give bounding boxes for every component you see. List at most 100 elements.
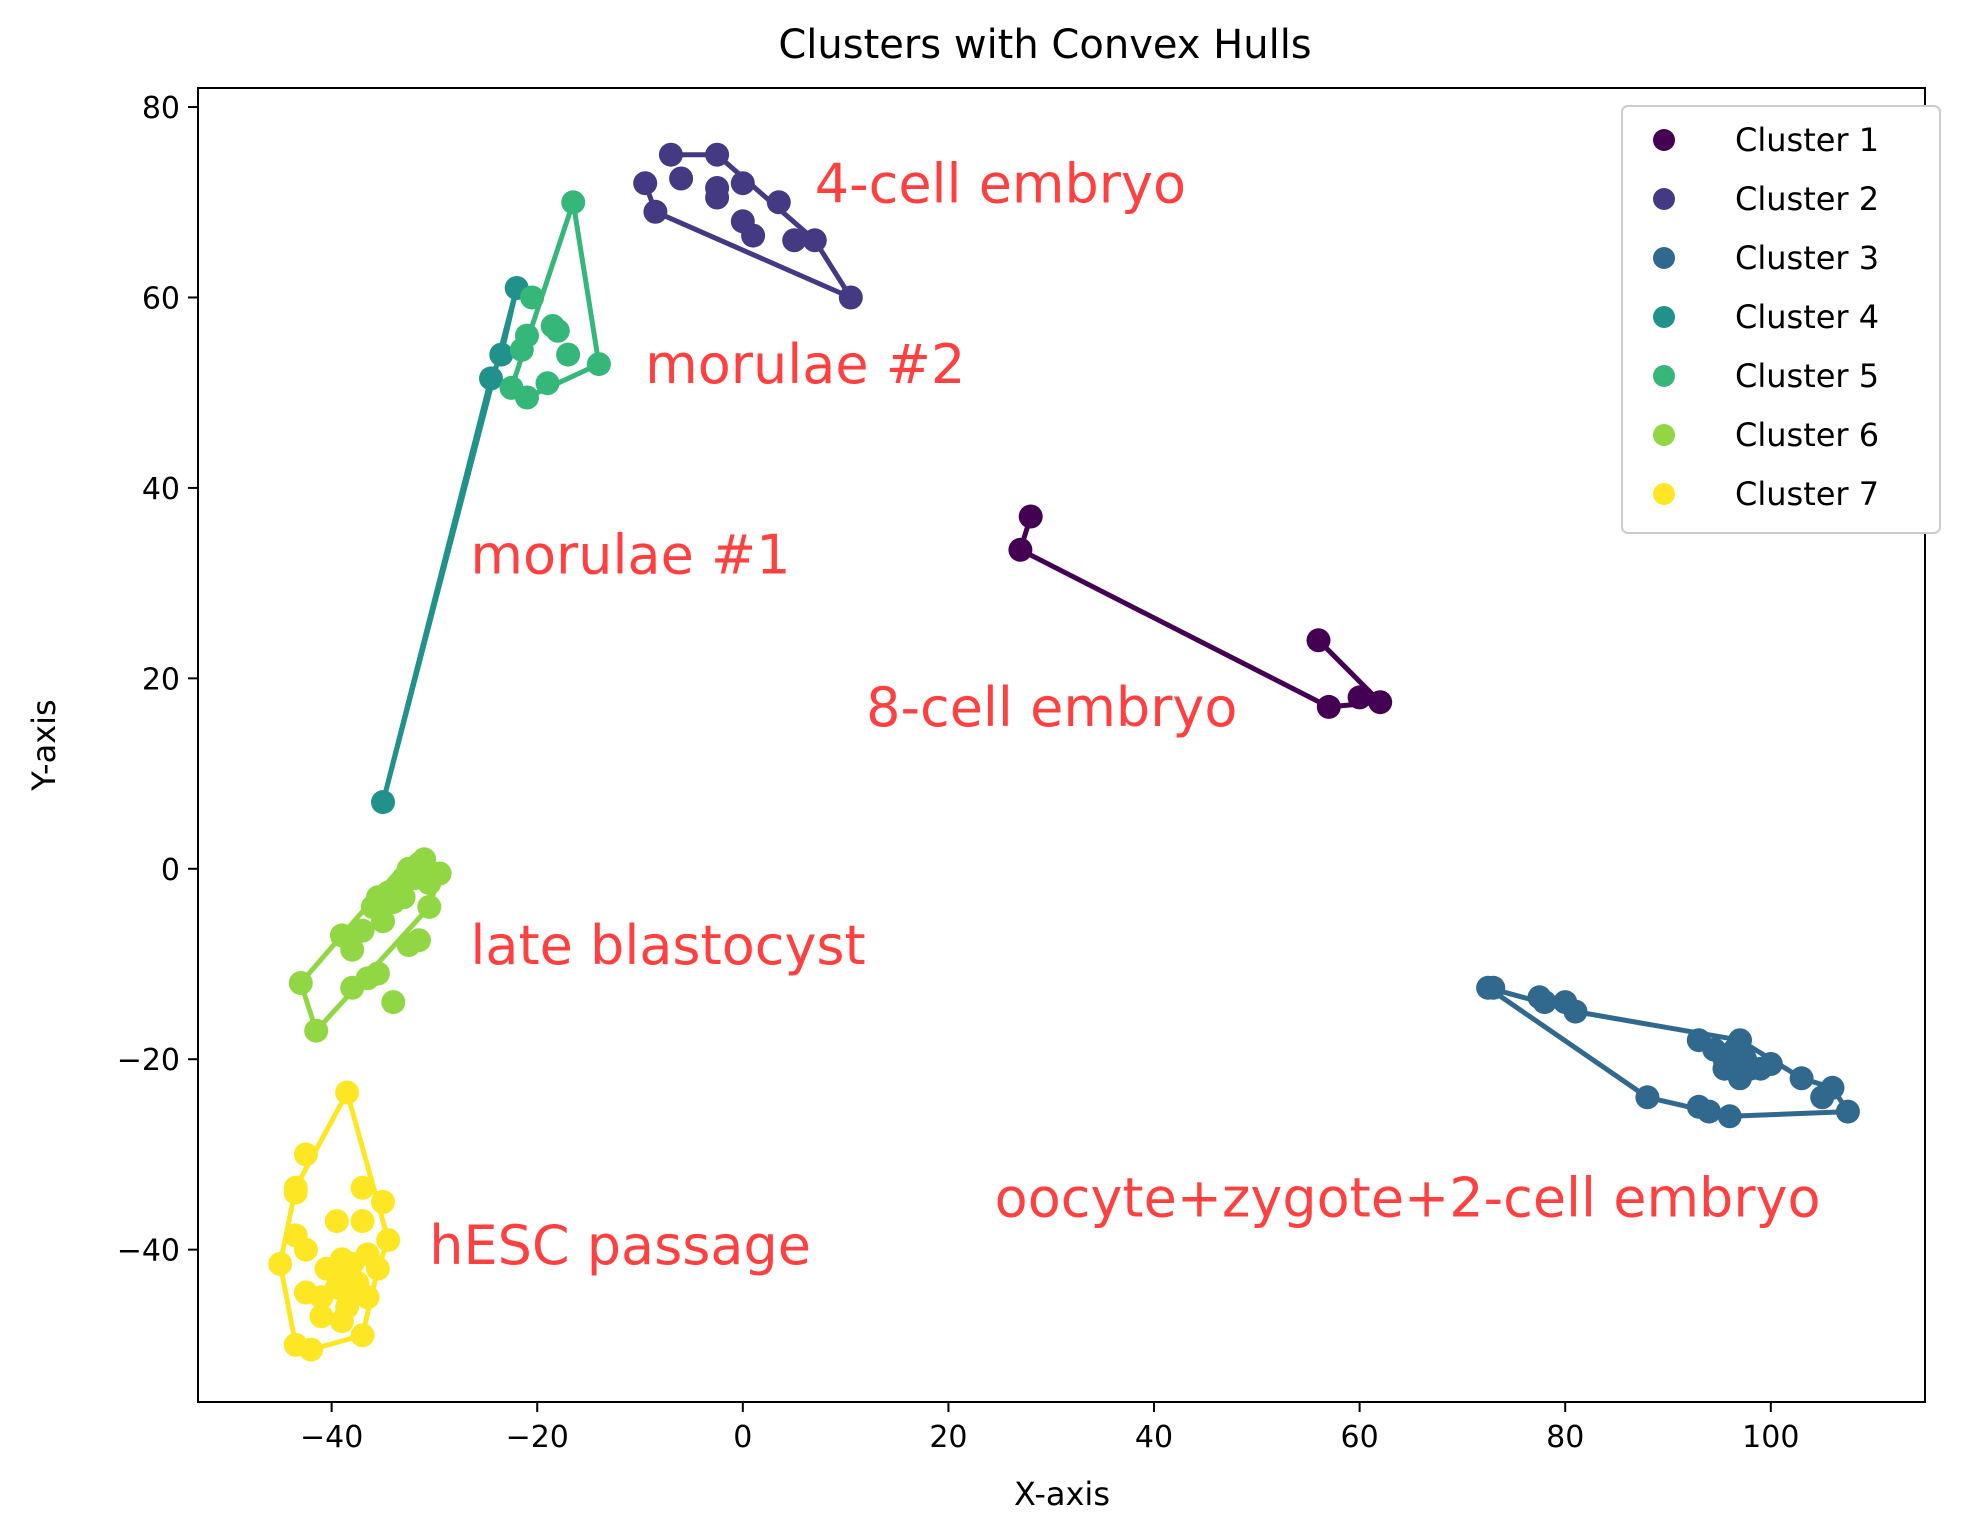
- data-point: [309, 1304, 334, 1329]
- legend-marker: [1653, 188, 1675, 210]
- annotation-label: hESC passage: [429, 1214, 811, 1277]
- data-point: [1008, 537, 1033, 562]
- data-point: [268, 1251, 293, 1276]
- data-point: [479, 366, 503, 391]
- data-point: [643, 199, 668, 224]
- data-point: [350, 1209, 375, 1234]
- data-point: [730, 171, 755, 196]
- legend-marker: [1653, 365, 1675, 387]
- y-axis-label: Y-axis: [25, 699, 63, 791]
- data-point: [396, 933, 421, 957]
- x-tick-label: 60: [1341, 1420, 1379, 1455]
- legend-marker: [1653, 424, 1675, 446]
- data-point: [371, 909, 395, 934]
- data-point: [1316, 694, 1341, 719]
- data-point: [304, 1018, 329, 1043]
- data-point: [391, 885, 416, 910]
- legend-label: Cluster 3: [1735, 239, 1879, 277]
- data-point: [540, 314, 565, 338]
- data-point: [1758, 1052, 1783, 1076]
- data-point: [556, 342, 581, 367]
- x-axis-label: X-axis: [1014, 1475, 1110, 1513]
- data-point: [350, 1323, 375, 1348]
- legend-marker: [1653, 306, 1675, 328]
- data-point: [1820, 1075, 1845, 1100]
- data-point: [355, 1285, 380, 1310]
- data-point: [489, 342, 514, 367]
- data-point: [1697, 1099, 1722, 1124]
- data-point: [1789, 1066, 1814, 1091]
- data-point: [340, 937, 365, 962]
- data-point: [288, 971, 313, 995]
- point-layer: [268, 142, 1860, 1362]
- y-tick-label: −40: [117, 1234, 180, 1269]
- data-point: [633, 171, 658, 196]
- x-tick-label: 40: [1135, 1420, 1173, 1455]
- data-point: [340, 975, 365, 1000]
- data-point: [561, 190, 586, 215]
- annotation-label: 4-cell embryo: [815, 152, 1186, 215]
- data-point: [741, 223, 766, 248]
- annotation-label: oocyte+zygote+2-cell embryo: [995, 1166, 1821, 1229]
- x-tick-label: 80: [1546, 1420, 1584, 1455]
- data-point: [371, 790, 395, 815]
- data-point: [417, 894, 442, 919]
- data-point: [329, 1309, 354, 1334]
- annotation-label: late blastocyst: [470, 914, 865, 977]
- data-point: [499, 375, 524, 400]
- data-point: [293, 1142, 318, 1167]
- data-point: [283, 1180, 308, 1205]
- x-tick-label: 0: [733, 1420, 752, 1455]
- annotation-label: morulae #1: [470, 524, 790, 587]
- x-tick-label: −20: [506, 1420, 569, 1455]
- data-point: [1347, 685, 1372, 710]
- annotation-label: 8-cell embryo: [866, 676, 1237, 739]
- data-point: [1635, 1085, 1660, 1110]
- data-point: [838, 285, 863, 310]
- data-point: [705, 142, 730, 167]
- data-point: [350, 918, 375, 943]
- y-tick-label: 80: [142, 91, 180, 126]
- legend-label: Cluster 5: [1735, 357, 1879, 395]
- x-tick-label: −40: [300, 1420, 363, 1455]
- data-point: [509, 337, 534, 362]
- data-point: [324, 1209, 349, 1234]
- plot-area-frame: [197, 87, 1926, 1403]
- data-point: [381, 990, 406, 1015]
- annotation-layer: 4-cell embryo morulae #2 morulae #1 8-cell …: [429, 152, 1820, 1277]
- data-point: [520, 285, 545, 310]
- data-point: [293, 1280, 318, 1305]
- convex-hull-line: [1485, 985, 1851, 1119]
- axes: −40 −20 0 20 40 60 80 100 −40 −20 0 20 40 60 80: [117, 91, 1800, 1455]
- chart-title: Clusters with Convex Hulls: [778, 22, 1311, 68]
- y-tick-label: 40: [142, 472, 180, 507]
- data-point: [1717, 1104, 1742, 1129]
- data-point: [535, 371, 560, 396]
- legend-marker: [1653, 483, 1675, 505]
- data-point: [335, 1080, 360, 1105]
- annotation-label: morulae #2: [645, 333, 965, 396]
- data-point: [365, 1256, 390, 1281]
- data-point: [802, 228, 827, 253]
- legend: Cluster 1 Cluster 2 Cluster 3 Cluster 4 Clus…: [1621, 105, 1941, 534]
- legend-label: Cluster 6: [1735, 416, 1879, 454]
- legend-label: Cluster 7: [1735, 475, 1879, 513]
- data-point: [299, 1337, 324, 1362]
- data-point: [1018, 504, 1043, 529]
- data-point: [350, 1175, 375, 1200]
- data-point: [293, 1237, 318, 1262]
- data-point: [1563, 999, 1588, 1024]
- data-point: [1368, 690, 1393, 715]
- data-point: [705, 176, 730, 200]
- data-point: [669, 166, 694, 191]
- y-tick-label: 0: [161, 853, 180, 888]
- data-point: [586, 352, 611, 377]
- data-point: [782, 228, 807, 253]
- y-tick-label: 20: [142, 662, 180, 697]
- legend-label: Cluster 2: [1735, 180, 1879, 218]
- legend-marker: [1653, 129, 1675, 151]
- data-point: [1728, 1028, 1752, 1053]
- data-point: [1481, 975, 1506, 1000]
- x-tick-label: 100: [1742, 1420, 1799, 1455]
